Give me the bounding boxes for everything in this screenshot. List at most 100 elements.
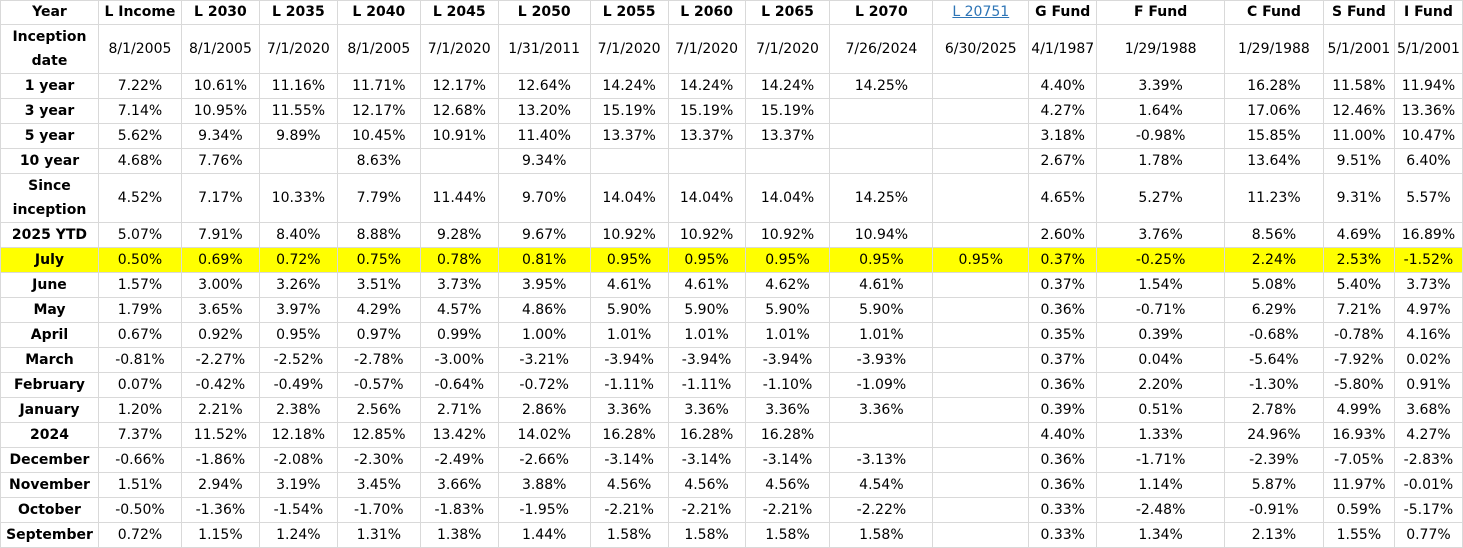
value-cell: 1.79% [97, 297, 182, 323]
value-cell: 4.69% [1322, 222, 1395, 248]
value-cell: 3.19% [258, 472, 338, 498]
value-cell: 14.04% [744, 173, 831, 223]
value-cell: 0.95% [932, 247, 1030, 273]
value-cell: 3.00% [180, 272, 260, 298]
value-cell: 13.36% [1393, 98, 1463, 124]
value-cell: 2.71% [419, 397, 499, 423]
value-cell: 0.37% [1028, 247, 1098, 273]
value-cell: 8/1/2005 [97, 24, 182, 74]
value-cell: 1.58% [829, 522, 934, 548]
value-cell: -2.08% [258, 447, 338, 473]
value-cell: 9.31% [1322, 173, 1395, 223]
value-cell: -5.17% [1393, 497, 1463, 523]
value-cell: 16.93% [1322, 422, 1395, 448]
column-header: L 2030 [180, 0, 260, 25]
value-cell: 16.28% [1224, 73, 1324, 99]
value-cell: -5.80% [1322, 372, 1395, 398]
column-header: I Fund [1393, 0, 1463, 25]
value-cell: 5.27% [1096, 173, 1225, 223]
value-cell: 9.34% [180, 123, 260, 149]
value-cell: 10.94% [829, 222, 934, 248]
value-cell: 0.95% [829, 247, 934, 273]
value-cell: -3.94% [667, 347, 746, 373]
value-cell: 14.24% [589, 73, 669, 99]
value-cell: 1.54% [1096, 272, 1225, 298]
column-header: Year [0, 0, 99, 25]
value-cell: -1.36% [180, 497, 260, 523]
value-cell: -0.42% [180, 372, 260, 398]
column-header: L 2035 [258, 0, 338, 25]
data-row: March -0.81% -2.27% -2.52% -2.78% -3.00% -3.21… [0, 347, 1463, 373]
value-cell: 11.23% [1224, 173, 1324, 223]
value-cell: 8.63% [336, 148, 421, 174]
value-cell: 0.67% [97, 322, 182, 348]
column-header: L 2055 [589, 0, 669, 25]
value-cell: 7.91% [180, 222, 260, 248]
fund-link[interactable]: L 20751 [952, 4, 1010, 20]
data-row: October -0.50% -1.36% -1.54% -1.70% -1.83% -1.… [0, 497, 1463, 523]
value-cell: 0.50% [97, 247, 182, 273]
row-label: November [0, 472, 99, 498]
data-row: 2024 7.37% 11.52% 12.18% 12.85% 13.42% 14.02% 1… [0, 422, 1463, 448]
value-cell: 12.17% [336, 98, 421, 124]
value-cell: 3.39% [1096, 73, 1225, 99]
value-cell: -1.11% [667, 372, 746, 398]
value-cell: 9.67% [497, 222, 591, 248]
value-cell: 0.95% [589, 247, 669, 273]
value-cell: 7.21% [1322, 297, 1395, 323]
value-cell: 3.73% [419, 272, 499, 298]
value-cell: 3.65% [180, 297, 260, 323]
value-cell: 0.78% [419, 247, 499, 273]
column-header: L 2050 [497, 0, 591, 25]
value-cell: 13.64% [1224, 148, 1324, 174]
row-label: July [0, 247, 99, 273]
value-cell: -1.52% [1393, 247, 1463, 273]
value-cell [829, 123, 934, 149]
value-cell: -2.49% [419, 447, 499, 473]
value-cell: 12.64% [497, 73, 591, 99]
value-cell: -7.05% [1322, 447, 1395, 473]
value-cell: 9.51% [1322, 148, 1395, 174]
row-label: September [0, 522, 99, 548]
value-cell: -1.83% [419, 497, 499, 523]
value-cell: 7.14% [97, 98, 182, 124]
value-cell: 0.59% [1322, 497, 1395, 523]
value-cell: 1.01% [744, 322, 831, 348]
column-header: S Fund [1322, 0, 1395, 25]
value-cell: 0.81% [497, 247, 591, 273]
value-cell: 14.24% [744, 73, 831, 99]
value-cell [932, 73, 1030, 99]
value-cell [932, 322, 1030, 348]
value-cell: 1.58% [589, 522, 669, 548]
value-cell: 8.40% [258, 222, 338, 248]
value-cell: 0.69% [180, 247, 260, 273]
data-row: May 1.79% 3.65% 3.97% 4.29% 4.57% 4.86% 5.90% 5.… [0, 297, 1463, 323]
row-label: 3 year [0, 98, 99, 124]
value-cell: 4.54% [829, 472, 934, 498]
value-cell: 0.95% [744, 247, 831, 273]
value-cell [932, 397, 1030, 423]
value-cell: 9.70% [497, 173, 591, 223]
data-row: December -0.66% -1.86% -2.08% -2.30% -2.49% -2… [0, 447, 1463, 473]
value-cell: -0.81% [97, 347, 182, 373]
value-cell: 14.25% [829, 73, 934, 99]
value-cell: 2.67% [1028, 148, 1098, 174]
row-label: February [0, 372, 99, 398]
value-cell [932, 422, 1030, 448]
value-cell: -7.92% [1322, 347, 1395, 373]
value-cell: 4.61% [667, 272, 746, 298]
value-cell: 4.40% [1028, 73, 1098, 99]
value-cell: 5.90% [744, 297, 831, 323]
value-cell: 1.44% [497, 522, 591, 548]
value-cell: -0.71% [1096, 297, 1225, 323]
value-cell: 0.02% [1393, 347, 1463, 373]
value-cell: 7.76% [180, 148, 260, 174]
value-cell: -2.66% [497, 447, 591, 473]
row-label: 2025 YTD [0, 222, 99, 248]
value-cell: 2.38% [258, 397, 338, 423]
value-cell: 8/1/2005 [336, 24, 421, 74]
value-cell: 9.34% [497, 148, 591, 174]
value-cell: 0.07% [97, 372, 182, 398]
